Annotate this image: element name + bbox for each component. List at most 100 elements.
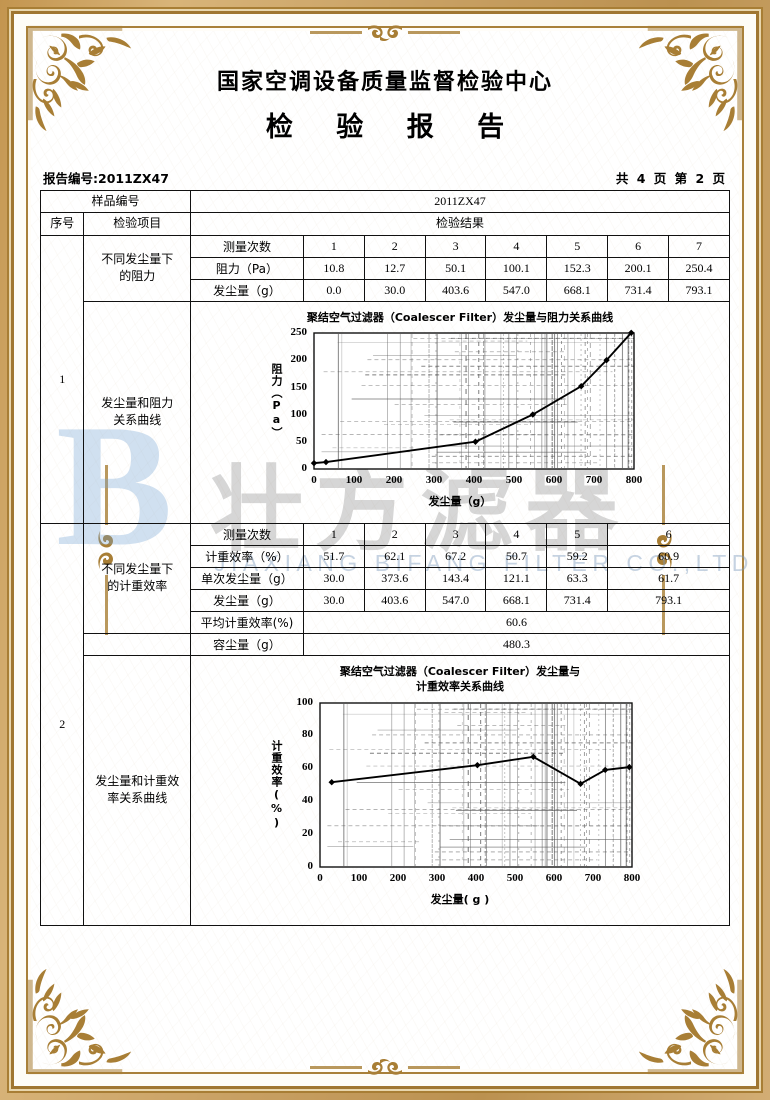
section2-capacity-spacer <box>83 632 191 656</box>
cell-dust2-5: 731.4 <box>546 588 609 612</box>
row-label-measure-count: 测量次数 <box>189 234 304 258</box>
chart-ytick: 200 <box>290 353 307 366</box>
col-header-index: 序号 <box>39 212 85 236</box>
table-row-header: 序号 检验项目 检验结果 <box>39 212 731 236</box>
cell-resistance-3: 50.1 <box>424 256 487 280</box>
chart-efficiency: 聚结空气过滤器（Coalescer Filter）发尘量与 计重效率关系曲线 0 2… <box>192 658 728 923</box>
chart-xtick: 0 <box>317 871 323 884</box>
chart-y-axis-label: 计重效率(%) <box>269 739 283 830</box>
cell-measure-2: 2 <box>363 234 426 258</box>
cell-measure-6: 6 <box>607 234 670 258</box>
chart-xtick: 700 <box>584 871 602 884</box>
chart-xtick: 500 <box>506 871 524 884</box>
cell-sd-3: 143.4 <box>424 566 487 590</box>
cell-dust2-6: 793.1 <box>607 588 730 612</box>
cell-dust1-5: 668.1 <box>546 278 609 302</box>
table-row-measure-count-1: 1 不同发尘量下 的阻力 测量次数 1 2 3 4 5 6 7 <box>39 234 730 524</box>
cell-dust1-1: 0.0 <box>302 278 365 302</box>
col-header-result: 检验结果 <box>189 212 731 236</box>
chart-xtick: 600 <box>545 871 563 884</box>
report-content: 国家空调设备质量监督检验中心 检 验 报 告 报告编号:2011ZX47 共 4… <box>39 38 731 1070</box>
inspection-report-table: 样品编号 2011ZX47 序号 检验项目 检验结果 1 不同发尘量下 的阻力 测… <box>39 189 731 926</box>
chart1-plot-area: 0 50 100 150 200 250 0 100 200 300 400 500 600 700 800… <box>270 325 650 515</box>
chart-xtick: 400 <box>467 871 485 884</box>
chart-xtick: 400 <box>465 474 483 487</box>
cell-measure-1: 1 <box>302 234 365 258</box>
chart2-plot-area: 0 20 40 60 80 100 0 100 200 300 400 500 600 700 800 计重效… <box>270 695 650 923</box>
row-label-resistance: 阻力（Pa） <box>189 256 304 280</box>
sample-no-label: 样品编号 <box>40 189 191 214</box>
chart-ytick: 0 <box>307 859 313 872</box>
cell-eff-1: 51.7 <box>302 544 365 568</box>
chart-ytick: 100 <box>296 695 313 708</box>
chart-ytick: 50 <box>295 434 307 447</box>
cell-dust2-4: 668.1 <box>485 588 548 612</box>
chart-xtick: 600 <box>545 474 563 487</box>
table-row-sample: 样品编号 2011ZX47 <box>40 189 731 214</box>
chart-xtick: 800 <box>625 474 643 487</box>
section1-item-curve: 发尘量和阻力 关系曲线 <box>83 300 191 524</box>
cell-resistance-6: 200.1 <box>607 256 670 280</box>
table-row-chart-2: 发尘量和计重效 率关系曲线 聚结空气过滤器（Coalescer Filter）发尘… <box>41 654 731 926</box>
section2-index: 2 <box>39 522 85 926</box>
section1-item-resistance: 不同发尘量下 的阻力 <box>83 234 191 302</box>
cell-dust1-4: 547.0 <box>485 278 548 302</box>
chart-ytick: 80 <box>301 728 313 741</box>
sample-no-value: 2011ZX47 <box>189 189 731 214</box>
cell-eff-2: 62.1 <box>363 544 426 568</box>
chart-ytick: 150 <box>290 380 307 393</box>
cell-sd-5: 63.3 <box>546 566 609 590</box>
cell-dust2-2: 403.6 <box>363 588 426 612</box>
cell-avg-efficiency: 60.6 <box>302 610 731 634</box>
cell-sd-2: 373.6 <box>363 566 426 590</box>
cell-measure-5: 5 <box>546 234 609 258</box>
chart-xtick: 500 <box>505 474 523 487</box>
chart-ytick: 100 <box>290 407 307 420</box>
cell-measure-3: 3 <box>424 234 487 258</box>
cell-resistance-1: 10.8 <box>302 256 365 280</box>
section1-index: 1 <box>39 234 85 524</box>
table-row-avg-efficiency: 平均计重效率(%) 60.6 <box>41 610 731 634</box>
chart-xtick: 800 <box>623 871 641 884</box>
cell-measure2-5: 5 <box>546 522 609 546</box>
cell-measure2-3: 3 <box>424 522 487 546</box>
page-title: 检 验 报 告 <box>265 112 522 143</box>
chart-xtick: 300 <box>428 871 446 884</box>
chart-ytick: 40 <box>301 793 313 806</box>
section2-item-efficiency: 不同发尘量下 的计重效率 <box>83 522 191 634</box>
cell-sd-4: 121.1 <box>485 566 548 590</box>
cell-dust1-6: 731.4 <box>607 278 670 302</box>
cell-resistance-2: 12.7 <box>363 256 426 280</box>
chart-xtick: 700 <box>585 474 603 487</box>
chart-y-axis-label: 阻力（Pa） <box>269 363 283 440</box>
chart-x-axis-label: 发尘量( g ) <box>430 892 490 906</box>
chart-xtick: 0 <box>311 474 317 487</box>
cell-eff-3: 67.2 <box>424 544 487 568</box>
cell-dust1-7: 793.1 <box>668 278 730 302</box>
table-row-resistance: 阻力（Pa） 10.8 12.7 50.1 100.1 152.3 200.1 … <box>41 256 730 280</box>
chart2-title: 聚结空气过滤器（Coalescer Filter）发尘量与 计重效率关系曲线 <box>339 664 581 694</box>
chart-xtick: 300 <box>425 474 443 487</box>
table-row-measure-count-2: 2 不同发尘量下 的计重效率 测量次数 1 2 3 4 5 6 <box>39 522 730 926</box>
cell-measure2-6: 6 <box>607 522 730 546</box>
chart-xtick: 200 <box>385 474 403 487</box>
cell-dust1-2: 30.0 <box>363 278 426 302</box>
row-label-dust-2: 发尘量（g） <box>189 588 304 612</box>
cell-dust1-3: 403.6 <box>424 278 487 302</box>
col-header-item: 检验项目 <box>83 212 191 236</box>
chart-xtick: 200 <box>389 871 407 884</box>
cell-measure2-4: 4 <box>485 522 548 546</box>
cell-capacity: 480.3 <box>302 632 731 656</box>
chart-ytick: 60 <box>301 761 313 774</box>
row-label-single-dust: 单次发尘量（g） <box>189 566 304 590</box>
cell-resistance-7: 250.4 <box>668 256 730 280</box>
page-number: 共 4 页 第 2 页 <box>615 171 727 186</box>
title-block: 国家空调设备质量监督检验中心 检 验 报 告 <box>40 64 730 144</box>
cell-measure2-1: 1 <box>302 522 365 546</box>
chart-xtick: 100 <box>345 474 363 487</box>
cell-eff-5: 59.2 <box>546 544 609 568</box>
row-label-measure-count-2: 测量次数 <box>189 522 304 546</box>
cell-dust2-1: 30.0 <box>302 588 365 612</box>
chart-resistance: 聚结空气过滤器（Coalescer Filter）发尘量与阻力关系曲线 0 50 1… <box>192 304 728 521</box>
